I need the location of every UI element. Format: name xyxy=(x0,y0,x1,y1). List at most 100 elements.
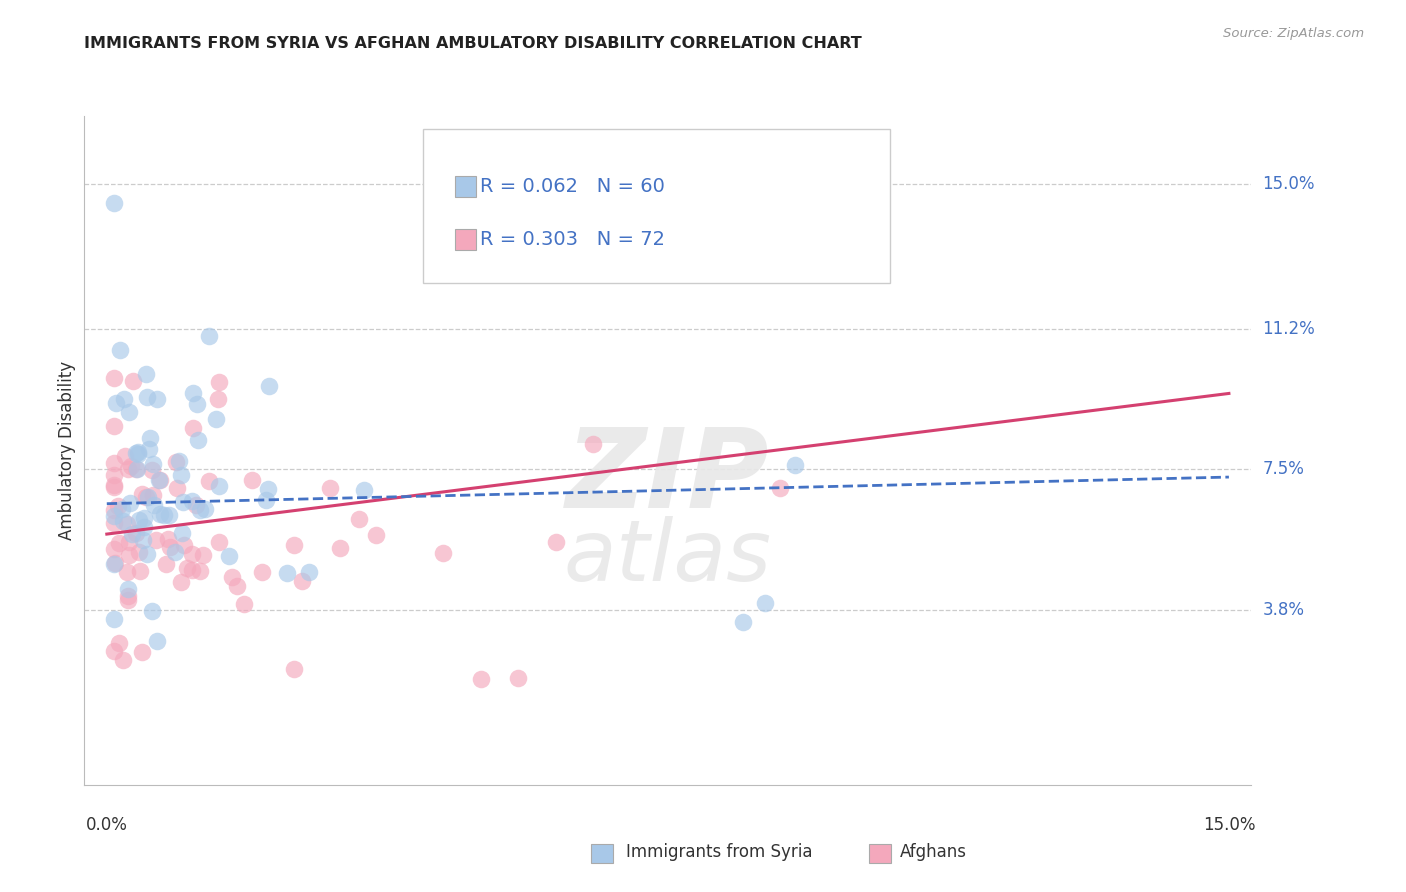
Point xyxy=(149,474,172,488)
Point xyxy=(257,379,280,393)
Point xyxy=(117,589,139,603)
Point xyxy=(153,508,176,523)
Point xyxy=(156,532,179,546)
Y-axis label: Ambulatory Disability: Ambulatory Disability xyxy=(58,361,76,540)
Bar xyxy=(456,176,477,197)
Point xyxy=(283,661,305,675)
Point xyxy=(111,514,134,528)
Text: 15.0%: 15.0% xyxy=(1263,176,1315,194)
Point xyxy=(170,525,193,540)
Point xyxy=(167,453,190,467)
Point xyxy=(163,545,186,559)
Text: IMMIGRANTS FROM SYRIA VS AFGHAN AMBULATORY DISABILITY CORRELATION CHART: IMMIGRANTS FROM SYRIA VS AFGHAN AMBULATO… xyxy=(84,36,862,51)
Point xyxy=(135,368,157,382)
Point xyxy=(191,548,214,562)
Point xyxy=(170,575,193,590)
Point xyxy=(188,503,211,517)
Point xyxy=(240,473,263,487)
Point xyxy=(139,431,162,445)
Point xyxy=(128,545,150,559)
Point xyxy=(111,652,134,666)
Point xyxy=(117,462,139,476)
Point xyxy=(145,392,167,406)
Point xyxy=(173,538,195,552)
Point xyxy=(125,446,148,460)
Point xyxy=(731,615,754,629)
Point xyxy=(544,535,567,549)
Point xyxy=(129,564,152,578)
Point xyxy=(114,449,136,463)
Point xyxy=(118,495,141,509)
Text: 11.2%: 11.2% xyxy=(1263,320,1315,338)
Point xyxy=(364,528,387,542)
Point xyxy=(103,516,125,530)
Point xyxy=(208,375,231,389)
Point xyxy=(131,487,153,501)
Point xyxy=(155,557,177,571)
Point xyxy=(298,566,321,580)
Point xyxy=(148,473,170,487)
Point xyxy=(254,492,277,507)
Point xyxy=(128,513,150,527)
Point xyxy=(127,462,149,476)
Point xyxy=(108,535,131,549)
Point xyxy=(184,498,207,512)
Point xyxy=(221,570,243,584)
Point xyxy=(138,442,160,456)
Point xyxy=(103,456,125,470)
Point xyxy=(508,671,530,685)
Point xyxy=(127,445,149,459)
Text: Afghans: Afghans xyxy=(900,843,967,861)
Point xyxy=(188,565,211,579)
Point xyxy=(105,396,128,410)
Point xyxy=(207,392,229,407)
Point xyxy=(783,458,806,472)
Point xyxy=(198,475,221,489)
Point xyxy=(754,595,776,609)
Point xyxy=(290,574,312,589)
Point xyxy=(432,546,454,560)
Point xyxy=(103,477,125,491)
Point xyxy=(132,511,155,525)
Point xyxy=(107,636,129,650)
Point xyxy=(172,495,194,509)
Point xyxy=(103,557,125,571)
Point xyxy=(103,541,125,556)
Point xyxy=(117,535,139,549)
Point xyxy=(118,548,141,562)
Point xyxy=(183,421,205,435)
Point xyxy=(120,459,142,474)
Point xyxy=(142,498,165,512)
Point xyxy=(165,455,187,469)
Point xyxy=(145,633,167,648)
Point xyxy=(117,593,139,607)
Point xyxy=(250,565,273,579)
Point xyxy=(103,371,125,385)
Point xyxy=(283,538,305,552)
Text: atlas: atlas xyxy=(564,516,772,599)
Point xyxy=(103,196,125,211)
Point xyxy=(141,463,163,477)
Point xyxy=(125,462,148,476)
Point xyxy=(103,643,125,657)
Point xyxy=(225,579,247,593)
Point xyxy=(136,547,159,561)
Point xyxy=(181,494,204,508)
Point xyxy=(186,397,208,411)
Point xyxy=(103,419,125,434)
Point xyxy=(131,533,153,547)
Point xyxy=(121,527,143,541)
Text: ZIP: ZIP xyxy=(567,424,769,531)
Point xyxy=(276,566,298,581)
Point xyxy=(115,565,138,579)
Text: 3.8%: 3.8% xyxy=(1263,601,1305,619)
Point xyxy=(232,597,254,611)
Point xyxy=(205,412,228,426)
Point xyxy=(769,481,792,495)
Point xyxy=(170,467,193,482)
Point xyxy=(181,547,204,561)
Point xyxy=(145,533,167,548)
Point xyxy=(187,433,209,447)
Point xyxy=(127,447,149,461)
FancyBboxPatch shape xyxy=(423,129,890,284)
